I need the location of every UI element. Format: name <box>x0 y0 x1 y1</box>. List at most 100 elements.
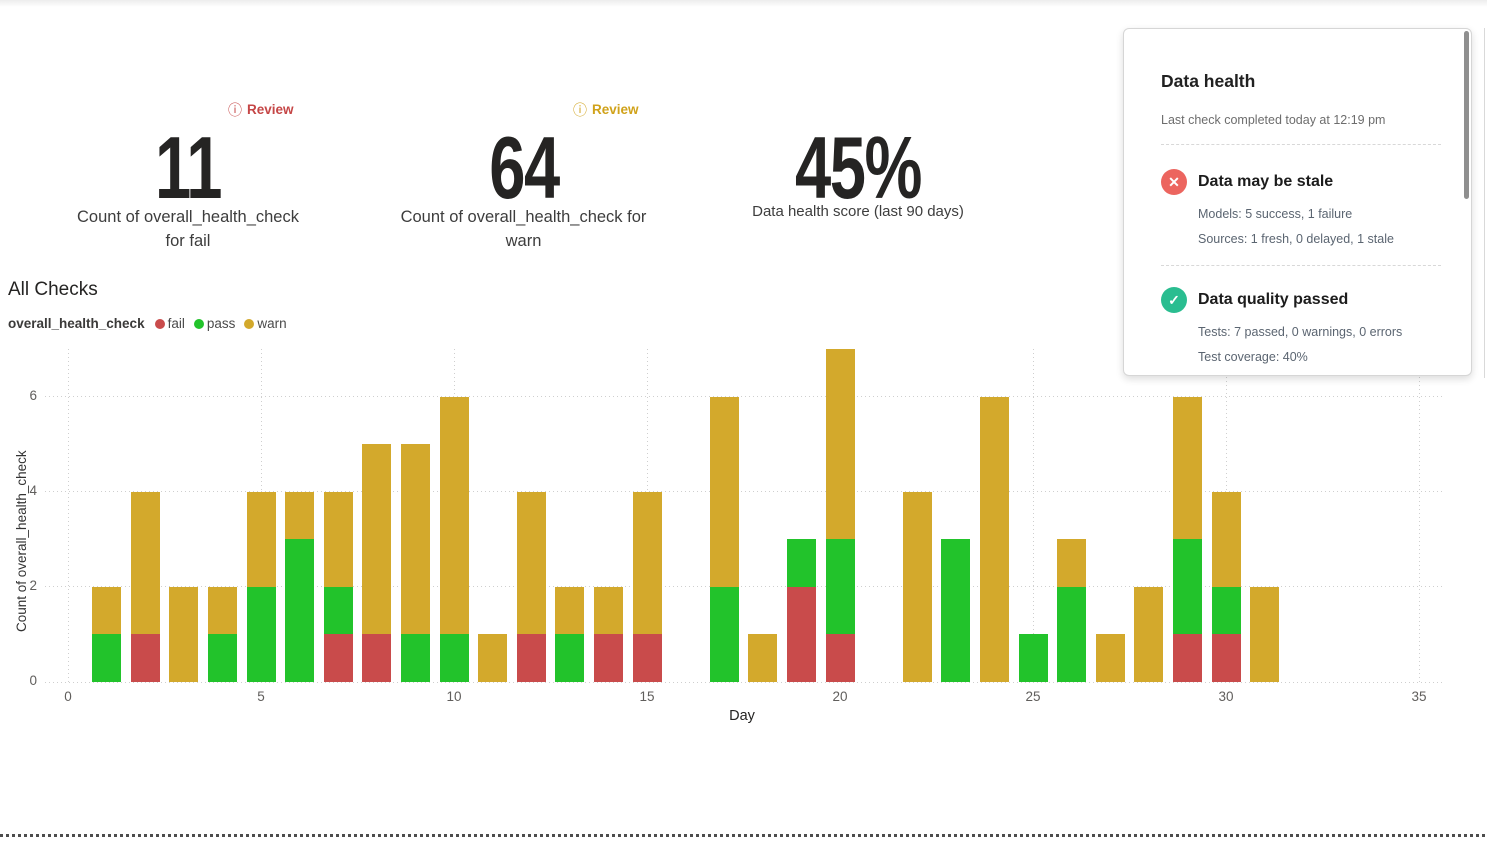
legend-item-pass-label: pass <box>206 316 236 331</box>
bar-segment-fail-day-14[interactable] <box>593 634 623 682</box>
bar-segment-pass-day-17[interactable] <box>709 586 739 682</box>
bar-segment-fail-day-20[interactable] <box>825 634 855 682</box>
kpi-fail-value: 11 <box>155 118 222 217</box>
bar-segment-warn-day-11[interactable] <box>478 634 508 682</box>
panel-last-check-text: Last check completed today at 12:19 pm <box>1161 113 1386 127</box>
bottom-dotted-divider <box>0 834 1487 837</box>
bar-segment-pass-day-23[interactable] <box>941 539 971 682</box>
bar-segment-warn-day-26[interactable] <box>1057 539 1087 587</box>
chart-legend: overall_health_check fail pass warn <box>8 316 296 331</box>
x-tick-label: 0 <box>64 689 72 704</box>
bar-segment-warn-day-31[interactable] <box>1250 586 1280 682</box>
bar-segment-warn-day-6[interactable] <box>285 491 315 540</box>
bar-segment-pass-day-7[interactable] <box>323 586 353 635</box>
fail-dot-icon <box>154 318 165 329</box>
stacked-bar-chart-plot-area: 0 2 4 6 0 5 10 15 20 25 30 35 <box>29 349 1460 704</box>
divider <box>1161 265 1441 266</box>
y-axis-title: Count of overall_health_check <box>14 450 29 632</box>
bar-segment-warn-day-24[interactable] <box>979 396 1009 682</box>
bar-segment-warn-day-30[interactable] <box>1211 491 1241 587</box>
bar-segment-fail-day-15[interactable] <box>632 634 662 682</box>
bar-segment-fail-day-30[interactable] <box>1211 634 1241 682</box>
check-circle-icon: ✓ <box>1161 287 1187 313</box>
bar-segment-pass-day-25[interactable] <box>1018 634 1048 682</box>
kpi-health-score-label: Data health score (last 90 days) <box>752 203 964 220</box>
panel-title: Data health <box>1161 71 1256 91</box>
bar-segment-fail-day-19[interactable] <box>786 586 816 682</box>
bar-segment-pass-day-29[interactable] <box>1172 539 1202 635</box>
bar-segment-pass-day-20[interactable] <box>825 539 855 635</box>
bar-segment-warn-day-27[interactable] <box>1095 634 1125 682</box>
bar-segment-warn-day-17[interactable] <box>709 396 739 587</box>
legend-item-warn-label: warn <box>257 316 287 331</box>
bar-segment-warn-day-10[interactable] <box>439 396 469 635</box>
legend-item-warn[interactable]: warn <box>244 316 287 331</box>
panel-scrollbar-thumb[interactable] <box>1464 31 1469 199</box>
x-tick-label: 5 <box>257 689 265 704</box>
kpi-warn-label-line2: warn <box>505 232 542 250</box>
bar-segment-pass-day-9[interactable] <box>400 634 430 682</box>
y-tick-label: 6 <box>29 387 37 403</box>
bar-segment-pass-day-19[interactable] <box>786 539 816 587</box>
legend-item-pass[interactable]: pass <box>193 316 236 331</box>
bar-segment-fail-day-7[interactable] <box>323 634 353 682</box>
gridline-v <box>68 349 69 682</box>
bar-segment-warn-day-18[interactable] <box>748 634 778 682</box>
bar-segment-fail-day-8[interactable] <box>362 634 392 682</box>
bar-segment-pass-day-5[interactable] <box>246 586 276 682</box>
data-health-panel: Data health Last check completed today a… <box>1123 28 1472 376</box>
info-icon: ⓘ <box>228 101 242 118</box>
bar-segment-pass-day-4[interactable] <box>207 634 237 682</box>
gridline-h <box>45 681 1443 683</box>
bar-segment-fail-day-29[interactable] <box>1172 634 1202 682</box>
bar-segment-warn-day-20[interactable] <box>825 349 855 540</box>
bar-segment-warn-day-22[interactable] <box>902 491 932 682</box>
right-edge-line <box>1484 28 1485 378</box>
bar-segment-warn-day-4[interactable] <box>207 586 237 635</box>
bar-segment-pass-day-13[interactable] <box>555 634 585 682</box>
kpi-fail-label-line1: Count of overall_health_check <box>77 208 299 226</box>
bar-segment-warn-day-5[interactable] <box>246 491 276 587</box>
x-tick-label: 25 <box>1025 689 1041 704</box>
bar-segment-pass-day-10[interactable] <box>439 634 469 682</box>
review-badge-warn[interactable]: ⓘ Review <box>573 102 639 117</box>
bar-segment-warn-day-1[interactable] <box>92 586 122 635</box>
gridline-v <box>1419 349 1420 682</box>
panel-sources-line: Sources: 1 fresh, 0 delayed, 1 stale <box>1198 232 1394 246</box>
x-tick-label: 30 <box>1218 689 1234 704</box>
bar-segment-warn-day-2[interactable] <box>130 491 160 635</box>
kpi-warn-value: 64 <box>489 118 560 217</box>
bar-segment-warn-day-14[interactable] <box>593 586 623 635</box>
bar-segment-warn-day-13[interactable] <box>555 586 585 635</box>
bar-segment-warn-day-29[interactable] <box>1172 396 1202 540</box>
chart-section-title: All Checks <box>8 279 98 300</box>
panel-section-stale-title: Data may be stale <box>1198 173 1334 190</box>
bar-segment-warn-day-9[interactable] <box>400 444 430 635</box>
bar-segment-warn-day-8[interactable] <box>362 444 392 635</box>
panel-models-line: Models: 5 success, 1 failure <box>1198 207 1353 221</box>
kpi-health-score-value: 45% <box>795 118 922 217</box>
warn-dot-icon <box>244 318 255 329</box>
bar-segment-fail-day-2[interactable] <box>130 634 160 682</box>
y-tick-label: 2 <box>29 577 37 593</box>
x-tick-label: 10 <box>446 689 462 704</box>
bar-segment-warn-day-7[interactable] <box>323 491 353 587</box>
bar-segment-fail-day-12[interactable] <box>516 634 546 682</box>
bar-segment-pass-day-1[interactable] <box>92 634 122 682</box>
bar-segment-warn-day-28[interactable] <box>1134 586 1164 682</box>
y-tick-label: 0 <box>29 673 37 688</box>
pass-dot-icon <box>193 318 204 329</box>
bar-segment-warn-day-15[interactable] <box>632 491 662 635</box>
x-axis-title: Day <box>729 708 755 724</box>
legend-item-fail[interactable]: fail <box>154 316 185 331</box>
bar-segment-pass-day-6[interactable] <box>285 539 315 682</box>
bar-segment-warn-day-3[interactable] <box>169 586 199 682</box>
x-tick-label: 35 <box>1411 689 1427 704</box>
bar-segment-pass-day-30[interactable] <box>1211 586 1241 635</box>
bar-segment-warn-day-12[interactable] <box>516 491 546 635</box>
bar-segment-pass-day-26[interactable] <box>1057 586 1087 682</box>
review-badge-fail[interactable]: ⓘ Review <box>228 102 294 117</box>
gridline-v <box>1033 349 1034 682</box>
gridline-h <box>45 396 1443 398</box>
review-badge-label: Review <box>247 102 294 117</box>
